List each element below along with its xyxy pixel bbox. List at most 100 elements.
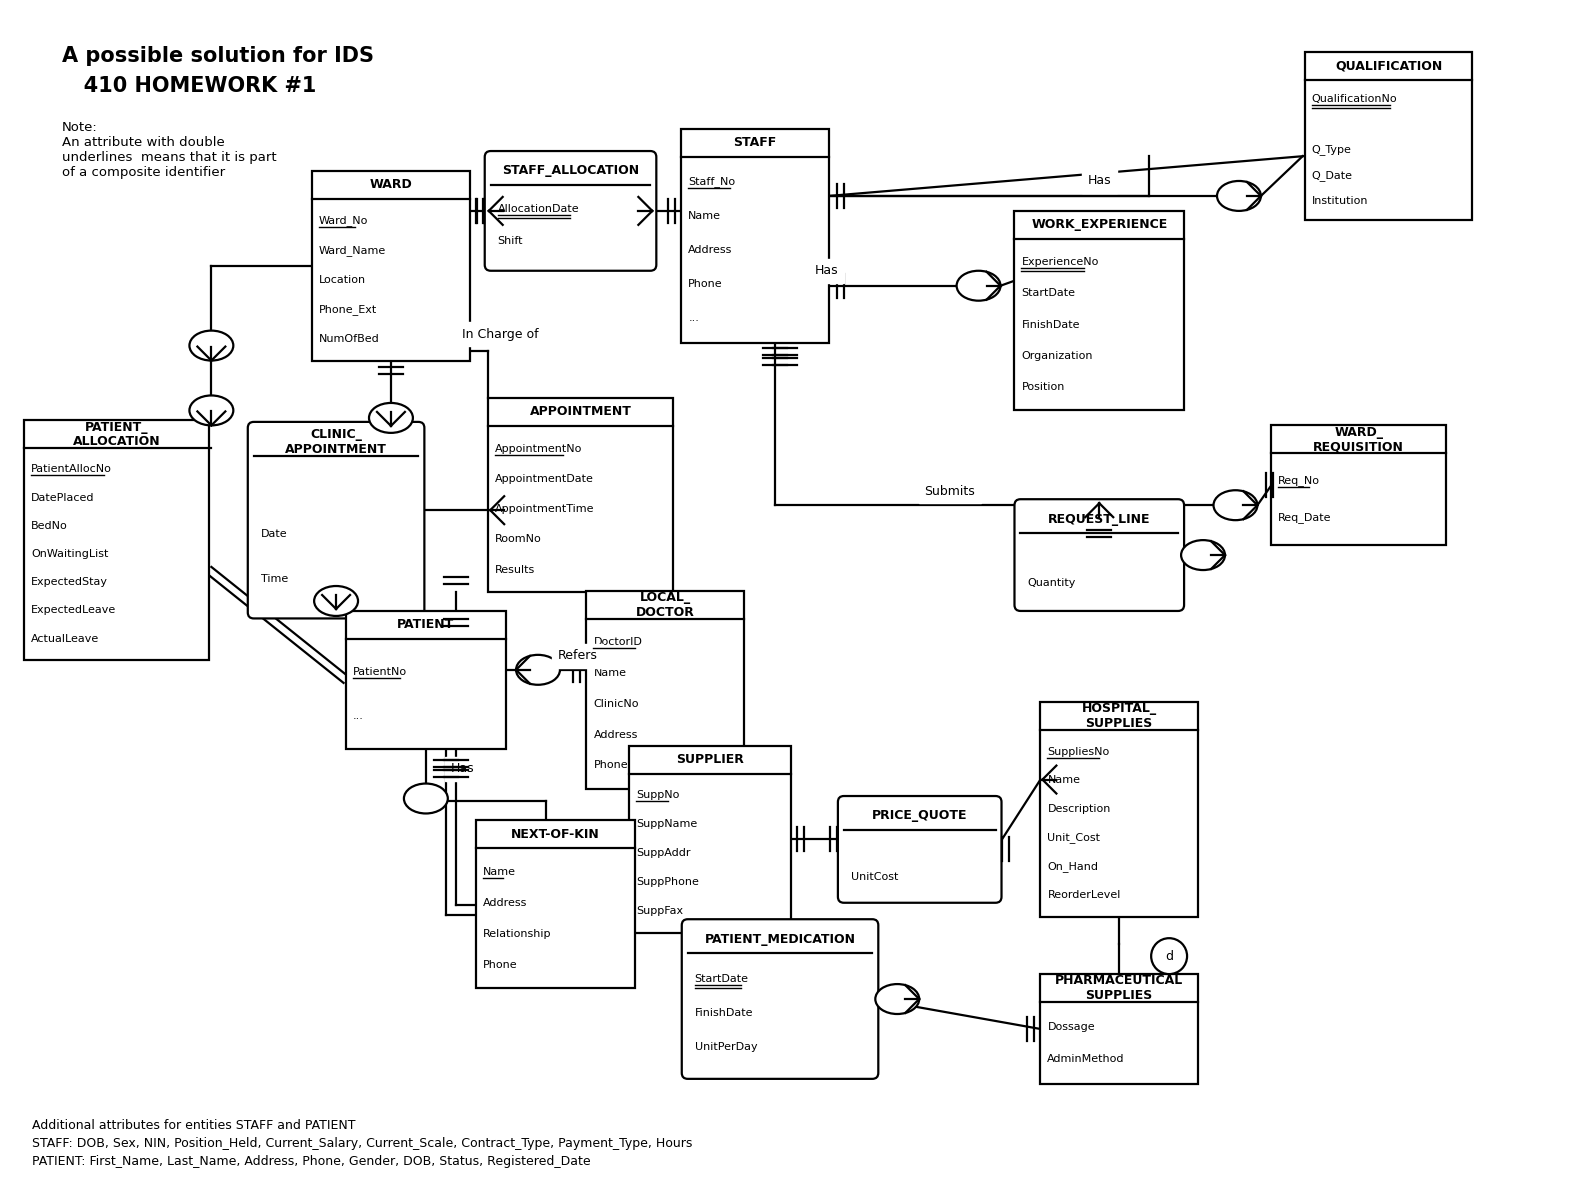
Ellipse shape xyxy=(404,783,448,814)
FancyBboxPatch shape xyxy=(1014,499,1185,610)
Text: Name: Name xyxy=(483,867,515,877)
Text: Refers: Refers xyxy=(558,649,598,662)
Text: Has: Has xyxy=(452,762,474,775)
Text: Submits: Submits xyxy=(924,485,975,498)
Bar xyxy=(24,420,208,660)
Bar xyxy=(1272,426,1445,545)
Text: ...: ... xyxy=(353,711,364,720)
Bar xyxy=(347,610,506,749)
Text: Unit_Cost: Unit_Cost xyxy=(1048,833,1100,843)
Text: ActualLeave: ActualLeave xyxy=(32,634,100,644)
Text: ClinicNo: ClinicNo xyxy=(593,699,639,709)
Text: AllocationDate: AllocationDate xyxy=(498,203,579,214)
Text: Name: Name xyxy=(688,211,722,221)
Text: On_Hand: On_Hand xyxy=(1048,861,1099,872)
Text: QualificationNo: QualificationNo xyxy=(1312,95,1398,104)
Text: Shift: Shift xyxy=(498,235,523,246)
Text: WORK_EXPERIENCE: WORK_EXPERIENCE xyxy=(1032,219,1167,232)
Text: Results: Results xyxy=(494,564,536,575)
Text: WARD_
REQUISITION: WARD_ REQUISITION xyxy=(1313,426,1404,453)
FancyBboxPatch shape xyxy=(485,151,657,271)
Text: FinishDate: FinishDate xyxy=(1021,319,1080,330)
Text: STAFF: DOB, Sex, NIN, Position_Held, Current_Salary, Current_Scale, Contract_Typ: STAFF: DOB, Sex, NIN, Position_Held, Cur… xyxy=(32,1137,692,1150)
Text: PatientAllocNo: PatientAllocNo xyxy=(32,465,113,474)
Text: Time: Time xyxy=(261,574,288,584)
Text: SuppNo: SuppNo xyxy=(636,790,681,801)
FancyBboxPatch shape xyxy=(248,422,425,619)
Text: Position: Position xyxy=(1021,382,1065,392)
Bar xyxy=(1014,211,1185,411)
Text: Location: Location xyxy=(320,274,366,285)
Text: Quantity: Quantity xyxy=(1027,578,1076,588)
Text: SuppAddr: SuppAddr xyxy=(636,848,692,859)
Text: UnitPerDay: UnitPerDay xyxy=(695,1042,757,1052)
Text: OnWaitingList: OnWaitingList xyxy=(32,549,108,560)
Text: NEXT-OF-KIN: NEXT-OF-KIN xyxy=(512,828,599,841)
Text: FinishDate: FinishDate xyxy=(695,1008,754,1019)
FancyBboxPatch shape xyxy=(838,796,1002,903)
Text: BedNo: BedNo xyxy=(32,521,68,531)
Text: Relationship: Relationship xyxy=(483,929,552,939)
Bar xyxy=(587,592,744,789)
Text: Q_Date: Q_Date xyxy=(1312,170,1353,181)
Text: PRICE_QUOTE: PRICE_QUOTE xyxy=(871,809,967,822)
Text: Staff_No: Staff_No xyxy=(688,176,736,187)
Text: Has: Has xyxy=(816,264,838,277)
Text: Phone: Phone xyxy=(483,959,517,970)
Bar xyxy=(681,129,828,343)
Text: PatientNo: PatientNo xyxy=(353,667,407,677)
Ellipse shape xyxy=(1213,490,1258,521)
Text: Date: Date xyxy=(261,529,288,539)
Text: Name: Name xyxy=(593,668,626,678)
Text: STAFF_ALLOCATION: STAFF_ALLOCATION xyxy=(502,164,639,177)
Text: ExpectedLeave: ExpectedLeave xyxy=(32,606,116,615)
Bar xyxy=(475,821,636,988)
Text: SUPPLIER: SUPPLIER xyxy=(676,754,744,767)
Text: SuppliesNo: SuppliesNo xyxy=(1048,746,1110,757)
Text: ExperienceNo: ExperienceNo xyxy=(1021,257,1099,267)
Ellipse shape xyxy=(517,655,560,685)
Text: Address: Address xyxy=(483,898,528,907)
Text: AppointmentNo: AppointmentNo xyxy=(494,444,582,453)
Text: SuppPhone: SuppPhone xyxy=(636,878,700,887)
Text: DoctorID: DoctorID xyxy=(593,638,642,647)
Bar xyxy=(312,172,469,361)
Ellipse shape xyxy=(1181,541,1224,570)
Ellipse shape xyxy=(957,271,1000,300)
Text: PHARMACEUTICAL
SUPPLIES: PHARMACEUTICAL SUPPLIES xyxy=(1056,975,1183,1002)
Text: Address: Address xyxy=(593,730,638,739)
Text: STAFF: STAFF xyxy=(733,136,778,149)
Text: AppointmentTime: AppointmentTime xyxy=(494,504,595,515)
Text: ReorderLevel: ReorderLevel xyxy=(1048,891,1121,900)
Text: PATIENT_MEDICATION: PATIENT_MEDICATION xyxy=(704,932,855,945)
Text: AppointmentDate: AppointmentDate xyxy=(494,474,595,484)
Text: A possible solution for IDS: A possible solution for IDS xyxy=(62,46,374,66)
FancyBboxPatch shape xyxy=(682,919,878,1079)
Bar xyxy=(1040,974,1197,1084)
Text: REQUEST_LINE: REQUEST_LINE xyxy=(1048,512,1151,525)
Text: Note:
An attribute with double
underlines  means that it is part
of a composite : Note: An attribute with double underline… xyxy=(62,121,277,179)
Text: ExpectedStay: ExpectedStay xyxy=(32,577,108,587)
Text: NumOfBed: NumOfBed xyxy=(320,334,380,343)
Text: LOCAL_
DOCTOR: LOCAL_ DOCTOR xyxy=(636,592,695,619)
Text: PATIENT_
ALLOCATION: PATIENT_ ALLOCATION xyxy=(73,421,161,448)
Text: 410 HOMEWORK #1: 410 HOMEWORK #1 xyxy=(62,76,316,96)
Text: StartDate: StartDate xyxy=(1021,289,1075,298)
Text: Ward_No: Ward_No xyxy=(320,215,369,226)
Bar xyxy=(630,745,790,933)
Text: Phone_Ext: Phone_Ext xyxy=(320,304,377,315)
Text: PATIENT: PATIENT xyxy=(398,619,455,632)
Text: Organization: Organization xyxy=(1021,351,1092,361)
Ellipse shape xyxy=(1216,181,1261,211)
Bar xyxy=(1305,52,1472,220)
Text: Dossage: Dossage xyxy=(1048,1022,1096,1032)
Text: Name: Name xyxy=(1048,775,1081,786)
Text: PATIENT: First_Name, Last_Name, Address, Phone, Gender, DOB, Status, Registered_: PATIENT: First_Name, Last_Name, Address,… xyxy=(32,1155,590,1168)
Text: APPOINTMENT: APPOINTMENT xyxy=(529,406,631,419)
Text: Has: Has xyxy=(1088,174,1111,187)
Text: Ward_Name: Ward_Name xyxy=(320,245,386,256)
Circle shape xyxy=(1151,938,1188,974)
Text: SuppName: SuppName xyxy=(636,820,698,829)
Text: Phone: Phone xyxy=(688,279,723,289)
Text: SuppFax: SuppFax xyxy=(636,906,684,917)
